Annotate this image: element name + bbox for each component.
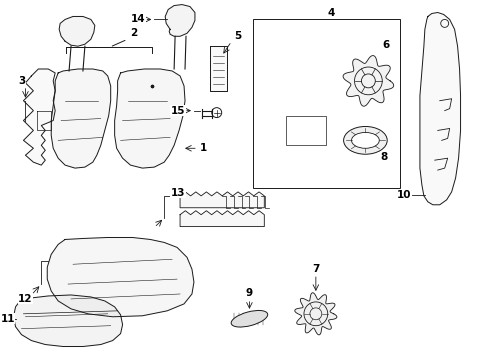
Ellipse shape bbox=[351, 132, 379, 148]
Polygon shape bbox=[165, 5, 195, 36]
Polygon shape bbox=[180, 211, 264, 226]
Text: 12: 12 bbox=[18, 294, 33, 304]
Text: 8: 8 bbox=[380, 152, 387, 162]
Ellipse shape bbox=[231, 310, 267, 327]
Polygon shape bbox=[180, 192, 264, 208]
Polygon shape bbox=[343, 55, 393, 106]
Bar bbox=[285, 116, 325, 145]
Bar bbox=[253, 19, 399, 188]
Text: 2: 2 bbox=[130, 28, 137, 38]
Polygon shape bbox=[114, 69, 184, 168]
Ellipse shape bbox=[343, 126, 386, 154]
Text: 5: 5 bbox=[233, 31, 241, 41]
Polygon shape bbox=[209, 46, 226, 91]
Text: 1: 1 bbox=[200, 143, 207, 153]
Text: 6: 6 bbox=[382, 40, 389, 50]
Polygon shape bbox=[419, 13, 460, 205]
Text: 4: 4 bbox=[326, 9, 334, 18]
Polygon shape bbox=[47, 238, 194, 317]
Text: 11: 11 bbox=[0, 314, 15, 324]
Text: 13: 13 bbox=[170, 188, 185, 198]
Text: 3: 3 bbox=[18, 76, 25, 86]
Text: 7: 7 bbox=[311, 264, 319, 274]
Text: 10: 10 bbox=[396, 190, 410, 200]
Text: 14: 14 bbox=[131, 14, 145, 24]
Polygon shape bbox=[51, 69, 110, 168]
Polygon shape bbox=[261, 39, 350, 173]
Text: 9: 9 bbox=[245, 288, 252, 298]
Text: 15: 15 bbox=[170, 105, 185, 116]
Polygon shape bbox=[294, 293, 336, 335]
Polygon shape bbox=[23, 69, 55, 165]
Polygon shape bbox=[59, 17, 95, 46]
Polygon shape bbox=[14, 295, 122, 347]
